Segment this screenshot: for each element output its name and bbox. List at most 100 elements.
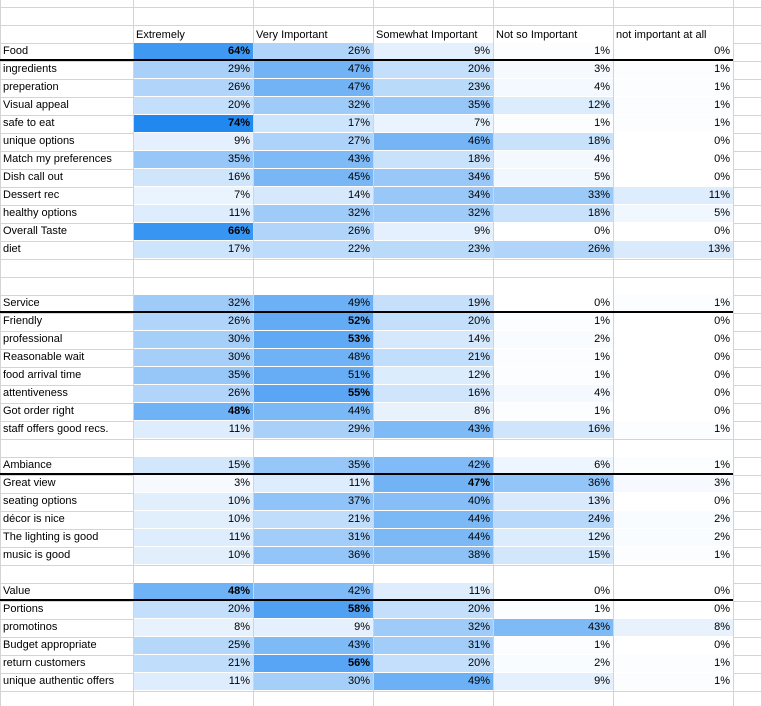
percentage-cell[interactable]: 35% bbox=[254, 457, 373, 474]
percentage-cell[interactable]: 43% bbox=[494, 619, 613, 636]
percentage-cell[interactable]: 20% bbox=[374, 313, 493, 330]
percentage-cell[interactable]: 1% bbox=[614, 547, 733, 564]
percentage-cell[interactable]: 26% bbox=[134, 79, 253, 96]
percentage-cell[interactable]: 1% bbox=[614, 421, 733, 438]
percentage-cell[interactable]: 48% bbox=[134, 403, 253, 420]
percentage-cell[interactable]: 26% bbox=[254, 43, 373, 60]
percentage-cell[interactable]: 35% bbox=[134, 367, 253, 384]
percentage-cell[interactable]: 25% bbox=[134, 637, 253, 654]
percentage-cell[interactable]: 1% bbox=[494, 115, 613, 132]
row-label-cell[interactable]: décor is nice bbox=[3, 513, 65, 525]
percentage-cell[interactable]: 32% bbox=[374, 619, 493, 636]
row-label-cell[interactable]: Ambiance bbox=[3, 459, 52, 471]
percentage-cell[interactable]: 0% bbox=[614, 493, 733, 510]
percentage-cell[interactable]: 36% bbox=[254, 547, 373, 564]
row-label-cell[interactable]: Friendly bbox=[3, 315, 43, 327]
percentage-cell[interactable]: 53% bbox=[254, 331, 373, 348]
percentage-cell[interactable]: 0% bbox=[614, 601, 733, 618]
percentage-cell[interactable]: 21% bbox=[374, 349, 493, 366]
percentage-cell[interactable]: 7% bbox=[134, 187, 253, 204]
percentage-cell[interactable]: 1% bbox=[494, 43, 613, 60]
percentage-cell[interactable]: 15% bbox=[494, 547, 613, 564]
percentage-cell[interactable]: 15% bbox=[134, 457, 253, 474]
percentage-cell[interactable]: 37% bbox=[254, 493, 373, 510]
row-label-cell[interactable]: Match my preferences bbox=[3, 153, 112, 165]
percentage-cell[interactable]: 8% bbox=[374, 403, 493, 420]
percentage-cell[interactable]: 2% bbox=[614, 529, 733, 546]
header-cell-label[interactable] bbox=[0, 27, 133, 44]
percentage-cell[interactable]: 9% bbox=[374, 223, 493, 240]
percentage-cell[interactable]: 43% bbox=[254, 151, 373, 168]
percentage-cell[interactable]: 29% bbox=[254, 421, 373, 438]
row-label-cell[interactable]: Service bbox=[3, 297, 40, 309]
row-label-cell[interactable]: Value bbox=[3, 585, 31, 597]
header-cell-extremely[interactable]: Extremely bbox=[136, 29, 185, 41]
percentage-cell[interactable]: 19% bbox=[374, 295, 493, 312]
percentage-cell[interactable]: 33% bbox=[494, 187, 613, 204]
percentage-cell[interactable]: 0% bbox=[614, 151, 733, 168]
percentage-cell[interactable]: 17% bbox=[134, 241, 253, 258]
row-label-cell[interactable]: Great view bbox=[3, 477, 56, 489]
percentage-cell[interactable]: 47% bbox=[254, 61, 373, 78]
percentage-cell[interactable]: 38% bbox=[374, 547, 493, 564]
row-label-cell[interactable]: seating options bbox=[3, 495, 77, 507]
header-cell-not-so-important[interactable]: Not so Important bbox=[496, 29, 578, 41]
percentage-cell[interactable]: 0% bbox=[614, 583, 733, 600]
percentage-cell[interactable]: 42% bbox=[374, 457, 493, 474]
percentage-cell[interactable]: 1% bbox=[614, 97, 733, 114]
percentage-cell[interactable]: 9% bbox=[134, 133, 253, 150]
percentage-cell[interactable]: 32% bbox=[134, 295, 253, 312]
percentage-cell[interactable]: 22% bbox=[254, 241, 373, 258]
percentage-cell[interactable]: 23% bbox=[374, 79, 493, 96]
percentage-cell[interactable]: 1% bbox=[614, 79, 733, 96]
percentage-cell[interactable]: 11% bbox=[134, 529, 253, 546]
percentage-cell[interactable]: 4% bbox=[494, 79, 613, 96]
percentage-cell[interactable]: 35% bbox=[134, 151, 253, 168]
percentage-cell[interactable]: 1% bbox=[494, 367, 613, 384]
row-label-cell[interactable]: Overall Taste bbox=[3, 225, 67, 237]
percentage-cell[interactable]: 44% bbox=[374, 511, 493, 528]
percentage-cell[interactable]: 1% bbox=[614, 61, 733, 78]
percentage-cell[interactable]: 16% bbox=[374, 385, 493, 402]
percentage-cell[interactable]: 18% bbox=[494, 133, 613, 150]
percentage-cell[interactable]: 10% bbox=[134, 511, 253, 528]
percentage-cell[interactable]: 30% bbox=[134, 349, 253, 366]
row-label-cell[interactable]: food arrival time bbox=[3, 369, 82, 381]
percentage-cell[interactable]: 0% bbox=[614, 169, 733, 186]
percentage-cell[interactable]: 29% bbox=[134, 61, 253, 78]
percentage-cell[interactable]: 5% bbox=[494, 169, 613, 186]
percentage-cell[interactable]: 14% bbox=[374, 331, 493, 348]
percentage-cell[interactable]: 0% bbox=[614, 313, 733, 330]
percentage-cell[interactable]: 0% bbox=[614, 367, 733, 384]
row-label-cell[interactable]: diet bbox=[3, 243, 21, 255]
percentage-cell[interactable]: 32% bbox=[254, 97, 373, 114]
percentage-cell[interactable]: 0% bbox=[494, 583, 613, 600]
percentage-cell[interactable]: 40% bbox=[374, 493, 493, 510]
percentage-cell[interactable]: 20% bbox=[374, 601, 493, 618]
percentage-cell[interactable]: 20% bbox=[374, 61, 493, 78]
percentage-cell[interactable]: 11% bbox=[254, 475, 373, 492]
percentage-cell[interactable]: 1% bbox=[614, 655, 733, 672]
percentage-cell[interactable]: 4% bbox=[494, 385, 613, 402]
percentage-cell[interactable]: 13% bbox=[494, 493, 613, 510]
percentage-cell[interactable]: 66% bbox=[134, 223, 253, 240]
percentage-cell[interactable]: 1% bbox=[614, 115, 733, 132]
percentage-cell[interactable]: 17% bbox=[254, 115, 373, 132]
row-label-cell[interactable]: Reasonable wait bbox=[3, 351, 85, 363]
percentage-cell[interactable]: 1% bbox=[494, 637, 613, 654]
percentage-cell[interactable]: 26% bbox=[134, 313, 253, 330]
percentage-cell[interactable]: 31% bbox=[374, 637, 493, 654]
percentage-cell[interactable]: 0% bbox=[494, 223, 613, 240]
percentage-cell[interactable]: 4% bbox=[494, 151, 613, 168]
percentage-cell[interactable]: 43% bbox=[254, 637, 373, 654]
percentage-cell[interactable]: 8% bbox=[614, 619, 733, 636]
percentage-cell[interactable]: 11% bbox=[134, 205, 253, 222]
row-label-cell[interactable]: Visual appeal bbox=[3, 99, 69, 111]
percentage-cell[interactable]: 64% bbox=[134, 43, 253, 60]
row-label-cell[interactable]: return customers bbox=[3, 657, 86, 669]
percentage-cell[interactable]: 10% bbox=[134, 547, 253, 564]
percentage-cell[interactable]: 9% bbox=[374, 43, 493, 60]
percentage-cell[interactable]: 45% bbox=[254, 169, 373, 186]
percentage-cell[interactable]: 26% bbox=[494, 241, 613, 258]
percentage-cell[interactable]: 8% bbox=[134, 619, 253, 636]
